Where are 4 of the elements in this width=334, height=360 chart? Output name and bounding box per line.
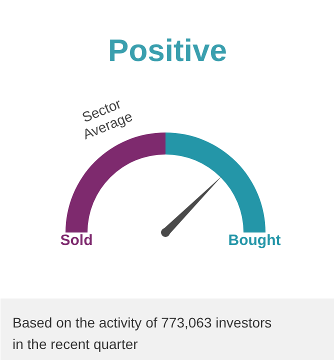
chart-title: Positive xyxy=(108,33,227,68)
text: Based on the activity of 773,063 investors in the recent quarter xyxy=(12,314,272,352)
slice-label: Bought xyxy=(228,232,281,249)
slice-label: Sold xyxy=(60,232,93,249)
